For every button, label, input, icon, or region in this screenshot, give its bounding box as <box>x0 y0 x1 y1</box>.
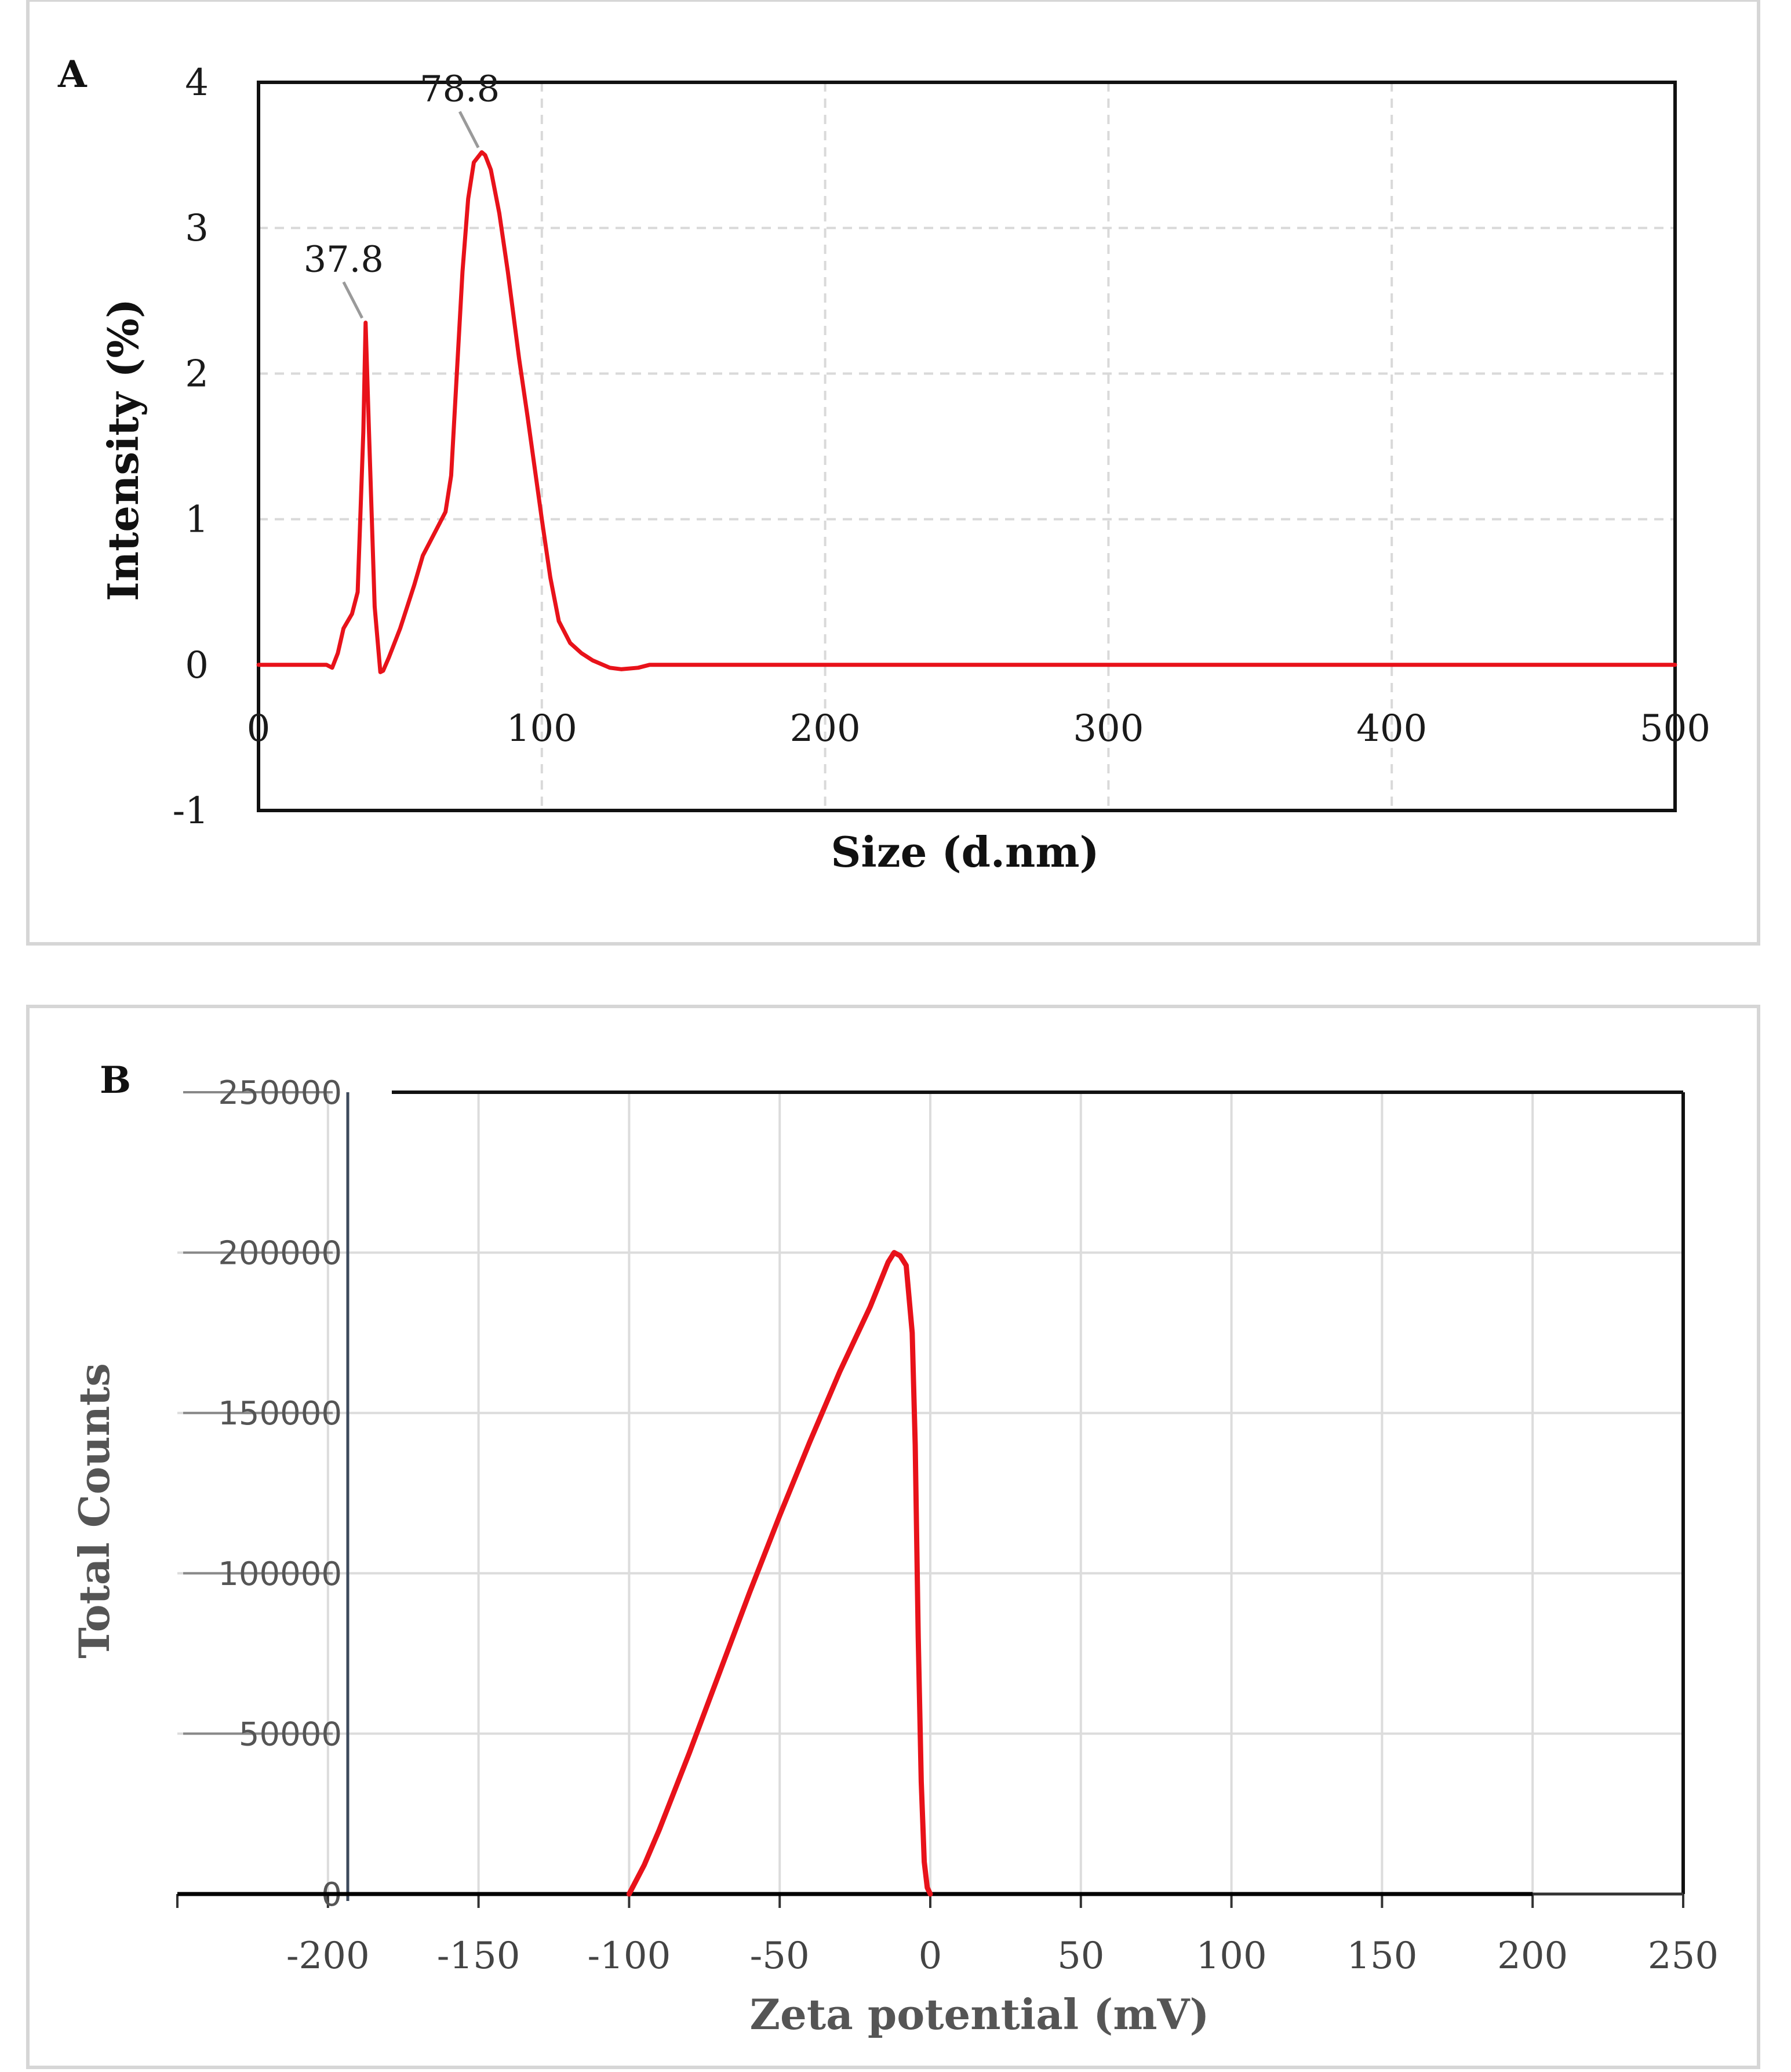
panel-b-ticks: -200 -150 -100 -50 0 50 100 150 200 250 250000 2000… <box>218 1074 1719 1978</box>
panel-a-y-tick-label: 0 <box>185 644 209 687</box>
panel-b-frame <box>26 1005 1760 2069</box>
panel-b-x-tick-label: 0 <box>919 1935 942 1978</box>
panel-a-plot-border <box>257 81 1677 812</box>
panel-a-x-tick-label: 400 <box>1356 707 1427 750</box>
panel-a-x-tick-label: 200 <box>790 707 861 750</box>
panel-a-peak-label: 37.8 <box>304 238 384 280</box>
panel-b-grid <box>176 1090 1685 1908</box>
panel-b-x-label: Zeta potential (mV) <box>750 1990 1210 2039</box>
panel-a-y-label: Intensity (%) <box>99 299 148 601</box>
panel-b-x-tick-label: 250 <box>1648 1935 1719 1978</box>
panel-a-annotation-leader <box>342 281 363 319</box>
panel-b-y-tick-label: 250000 <box>218 1074 342 1112</box>
panel-b-x-tick-label: -150 <box>437 1935 520 1978</box>
panel-b-x-tick-label: -100 <box>588 1935 671 1978</box>
panel-a-series-line <box>256 150 1677 674</box>
panel-a-annotation-leader <box>458 111 480 148</box>
panel-a-x-tick-label: 500 <box>1640 707 1710 750</box>
panel-a-x-tick-label: 0 <box>247 707 271 750</box>
panel-b-x-tick-label: -50 <box>750 1935 810 1978</box>
panel-a-letter: A <box>57 53 88 96</box>
panel-a-y-tick-label: 4 <box>185 61 209 104</box>
panel-b-x-tick-label: 100 <box>1196 1935 1267 1978</box>
panel-b-x-tick-label: 150 <box>1346 1935 1417 1978</box>
panel-b-y-tick-label: 200000 <box>218 1235 342 1273</box>
panel-a-y-tick-label: 3 <box>185 207 209 250</box>
panel-a-y-tick-label: 2 <box>185 352 209 395</box>
panel-b-plot <box>177 1250 1533 1897</box>
panel-a-x-tick-label: 300 <box>1073 707 1144 750</box>
panel-a-plot: 37.8 78.8 <box>256 68 1677 674</box>
panel-b-x-tick-label: 50 <box>1057 1935 1104 1978</box>
panel-b-x-tick-label: -200 <box>286 1935 370 1978</box>
panel-b-series-line <box>626 1250 933 1897</box>
panel-b-y-label: Total Counts <box>70 1363 119 1658</box>
panel-a-y-tick-label: 1 <box>185 499 209 541</box>
panel-a-frame <box>26 0 1760 946</box>
panel-a-grid <box>257 81 1677 812</box>
panel-b-x-tick-label: 200 <box>1497 1935 1568 1978</box>
panel-b-y-tick-label: 50000 <box>239 1715 342 1753</box>
panel-a-peak-label: 78.8 <box>420 68 500 110</box>
panel-b-letter: B <box>100 1059 131 1102</box>
panel-a-ticks: 0 100 200 300 400 500 4 3 2 1 0 -1 <box>173 61 1710 833</box>
panel-a-x-tick-label: 100 <box>507 707 577 750</box>
panel-a-y-tick-label: -1 <box>173 790 209 833</box>
panel-b-y-tick-label: 150000 <box>218 1395 342 1433</box>
panel-a-x-label: Size (d.nm) <box>831 827 1099 877</box>
panel-b-y-tick-label: 100000 <box>218 1555 342 1593</box>
